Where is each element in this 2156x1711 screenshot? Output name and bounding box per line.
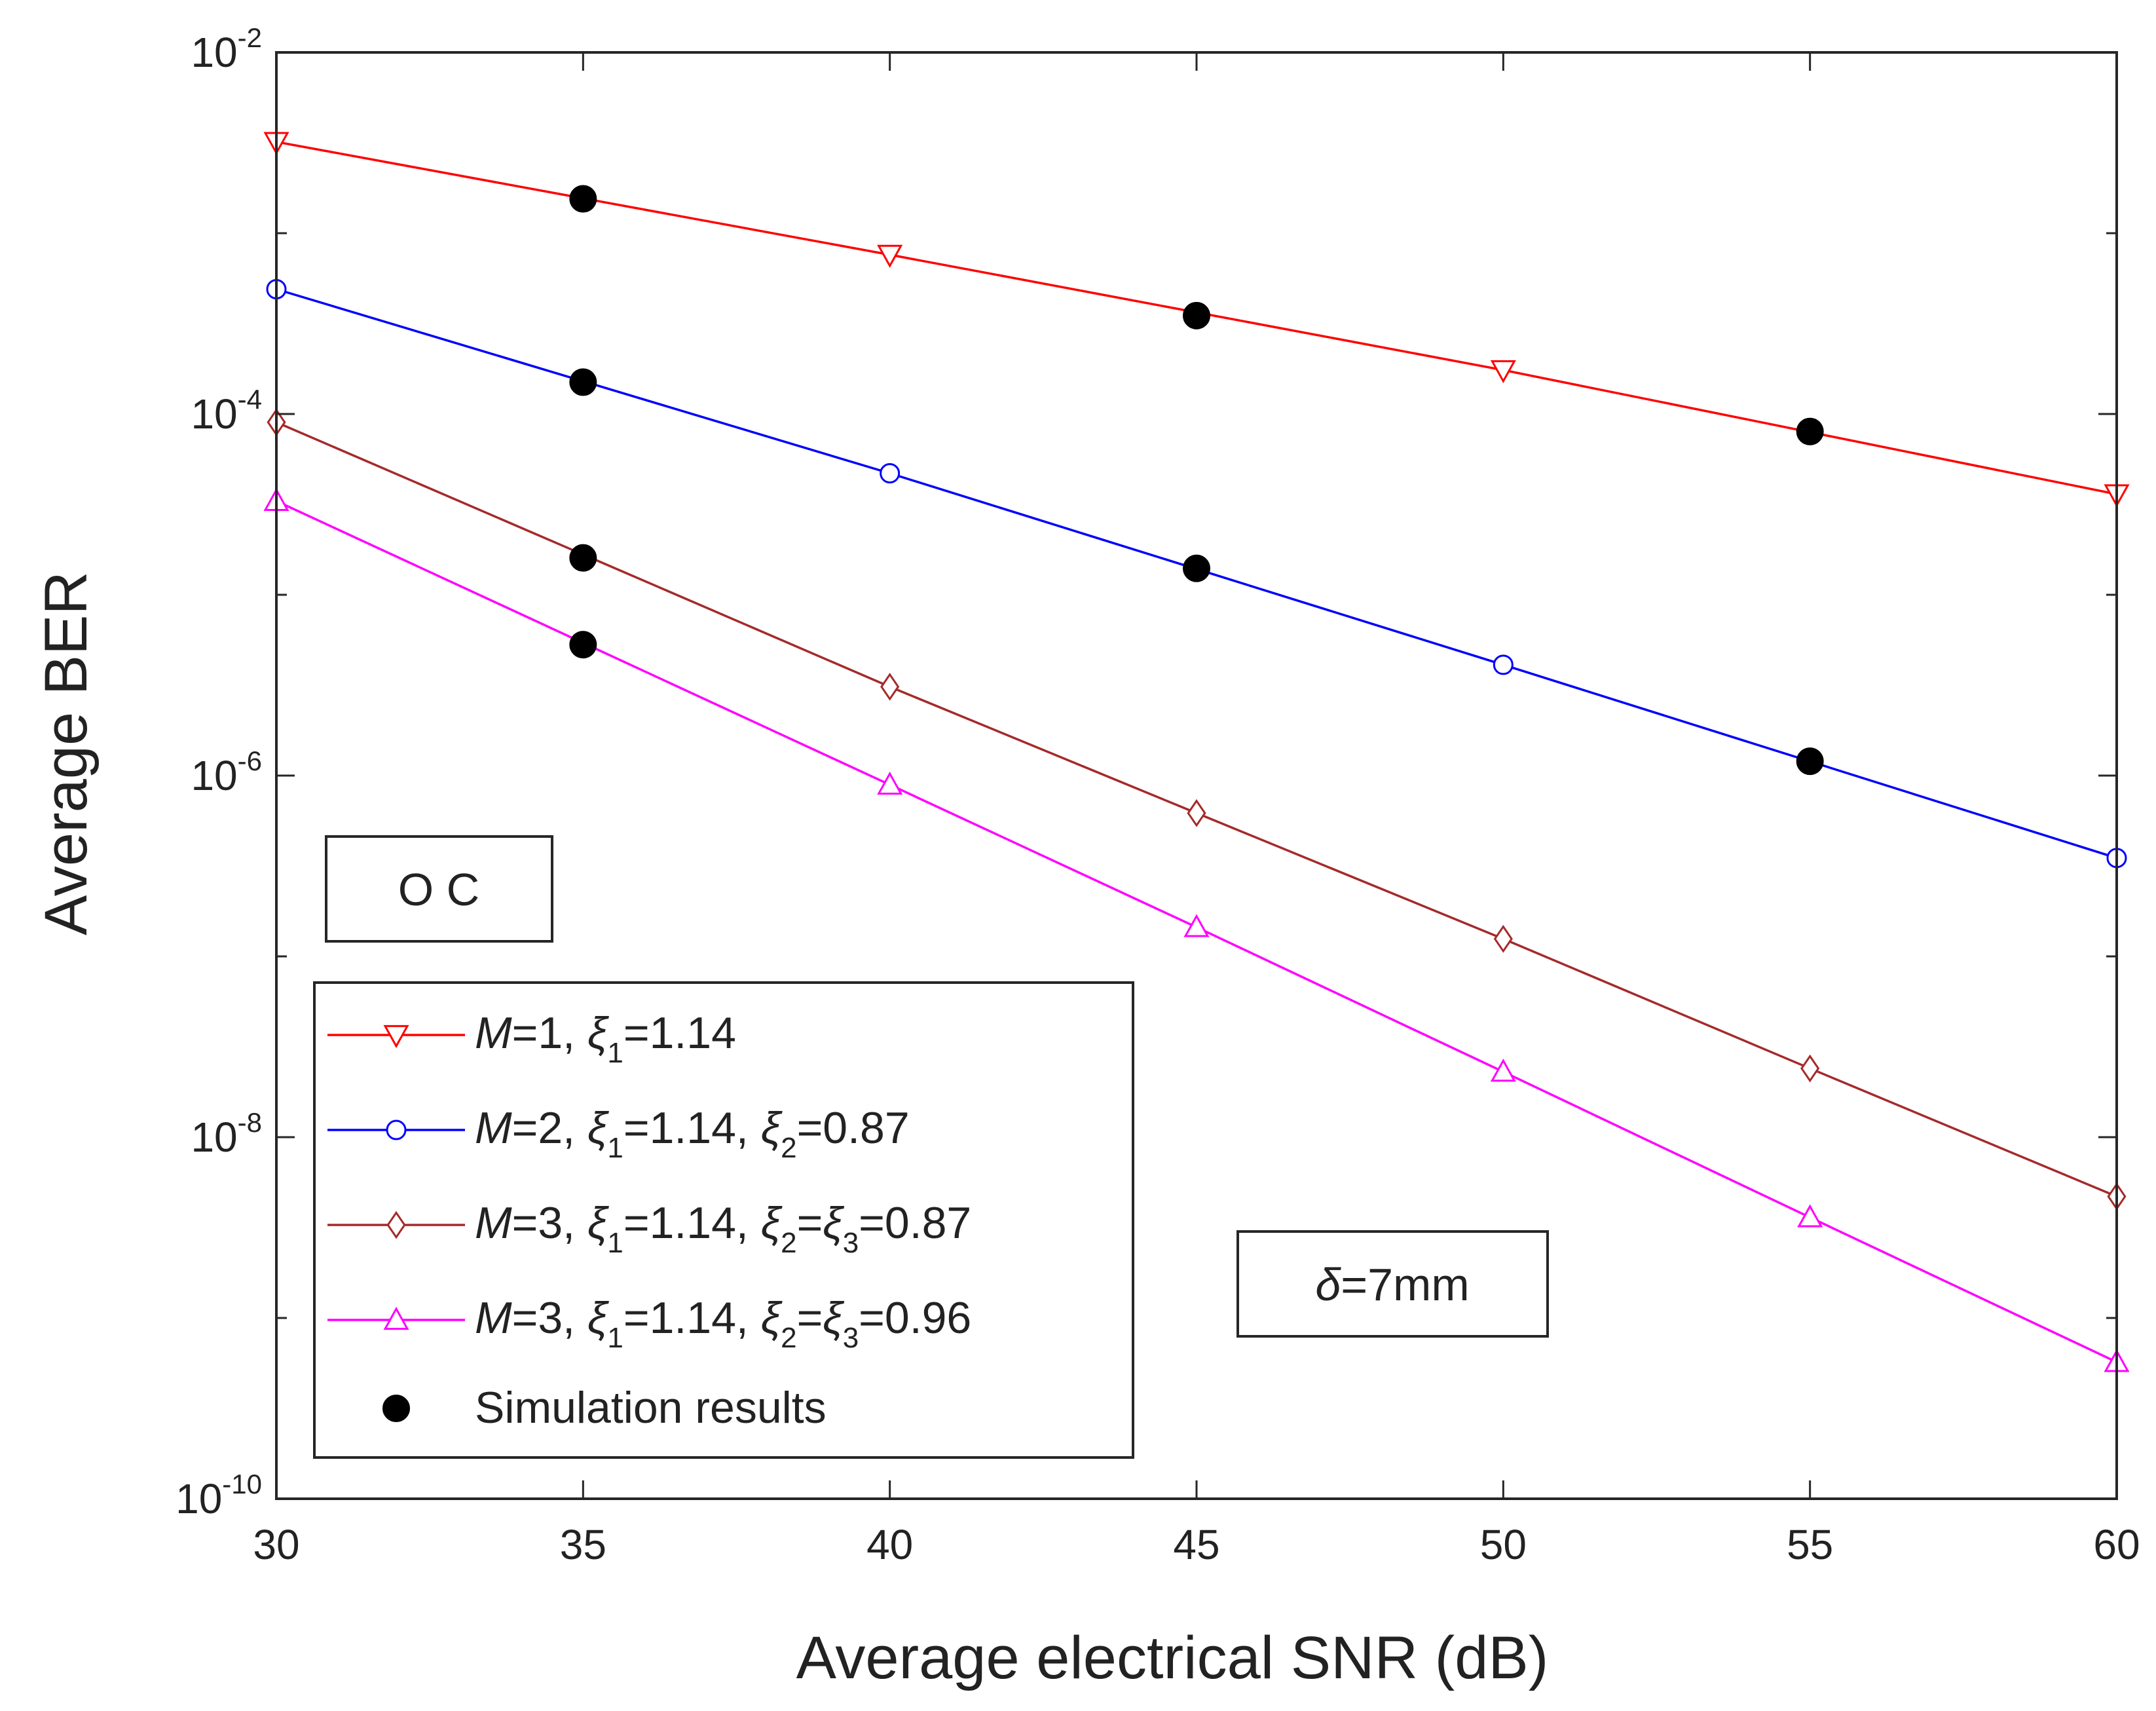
legend-marker-2 <box>386 1211 406 1239</box>
legend-entry-3: M=3, ξ1=1.14, ξ2=ξ3=0.96 <box>475 1293 971 1354</box>
simulation-point <box>569 631 597 659</box>
series-line-2 <box>276 421 2117 1198</box>
legend-entry-2: M=3, ξ1=1.14, ξ2=ξ3=0.87 <box>475 1198 971 1259</box>
x-tick-label: 30 <box>253 1521 299 1568</box>
simulation-point <box>569 544 597 572</box>
x-tick-label: 55 <box>1787 1521 1833 1568</box>
simulation-point <box>1796 417 1824 445</box>
annotation-delta-symbol: δ <box>1315 1259 1341 1310</box>
simulation-point <box>569 368 597 396</box>
series-line-3 <box>276 500 2117 1363</box>
legend-marker-1 <box>386 1119 407 1140</box>
legend-marker-0 <box>383 1025 409 1049</box>
series-2-point <box>880 673 900 701</box>
x-tick-label: 60 <box>2093 1521 2140 1568</box>
y-tick-label: 10-8 <box>191 1107 262 1161</box>
annotation-oc-box: O C <box>325 835 553 943</box>
series-3-point <box>877 771 903 795</box>
simulation-point <box>569 185 597 213</box>
series-1-point <box>1493 654 1514 675</box>
plot-marks <box>263 132 2130 1372</box>
series-3-point <box>1490 1059 1516 1082</box>
x-axis-label: Average electrical SNR (dB) <box>796 1625 1549 1691</box>
legend-entry-simulation: Simulation results <box>475 1383 827 1433</box>
legend-entry-1: M=2, ξ1=1.14, ξ2=0.87 <box>475 1103 910 1164</box>
legend-marker-3 <box>383 1306 409 1330</box>
legend-marker-simulation <box>382 1395 410 1422</box>
series-0-point <box>1490 360 1516 384</box>
annotation-delta-box: δ=7mm <box>1236 1230 1549 1338</box>
series-1-point <box>880 463 901 484</box>
simulation-point <box>1796 747 1824 776</box>
annotation-delta-text: δ=7mm <box>1315 1259 1469 1310</box>
y-tick-label: 10-10 <box>176 1469 262 1522</box>
simulation-point <box>1183 301 1210 329</box>
x-tick-label: 50 <box>1480 1521 1527 1568</box>
annotation-delta-value: =7mm <box>1341 1259 1469 1310</box>
x-tick-label: 40 <box>866 1521 913 1568</box>
legend-entry-0: M=1, ξ1=1.14 <box>475 1008 736 1069</box>
series-3-point <box>1183 914 1210 937</box>
y-axis-label: Average BER <box>33 571 100 935</box>
series-0-point <box>877 244 903 268</box>
y-tick-label: 10-6 <box>191 745 262 799</box>
annotation-oc-text: O C <box>398 864 479 915</box>
series-2-point <box>1493 924 1513 953</box>
series-2-point <box>1800 1054 1820 1083</box>
series-3-point <box>1797 1204 1823 1228</box>
legend-box <box>313 981 1134 1459</box>
simulation-point <box>1183 554 1210 582</box>
x-tick-label: 45 <box>1173 1521 1219 1568</box>
y-tick-label: 10-4 <box>191 384 262 438</box>
y-tick-label: 10-2 <box>191 22 262 76</box>
axis-ticks <box>275 51 2118 1500</box>
legend-symbols <box>327 1025 465 1422</box>
series-2-point <box>1187 799 1206 827</box>
x-tick-label: 35 <box>560 1521 606 1568</box>
axis-tick-labels: 30 35 40 45 50 55 60 10-2 10-4 10-6 10-8 10-10 <box>176 22 2140 1568</box>
legend: M=1, ξ1=1.14 M=2, ξ1=1.14, ξ2=0.87 M=3, … <box>313 981 1134 1459</box>
